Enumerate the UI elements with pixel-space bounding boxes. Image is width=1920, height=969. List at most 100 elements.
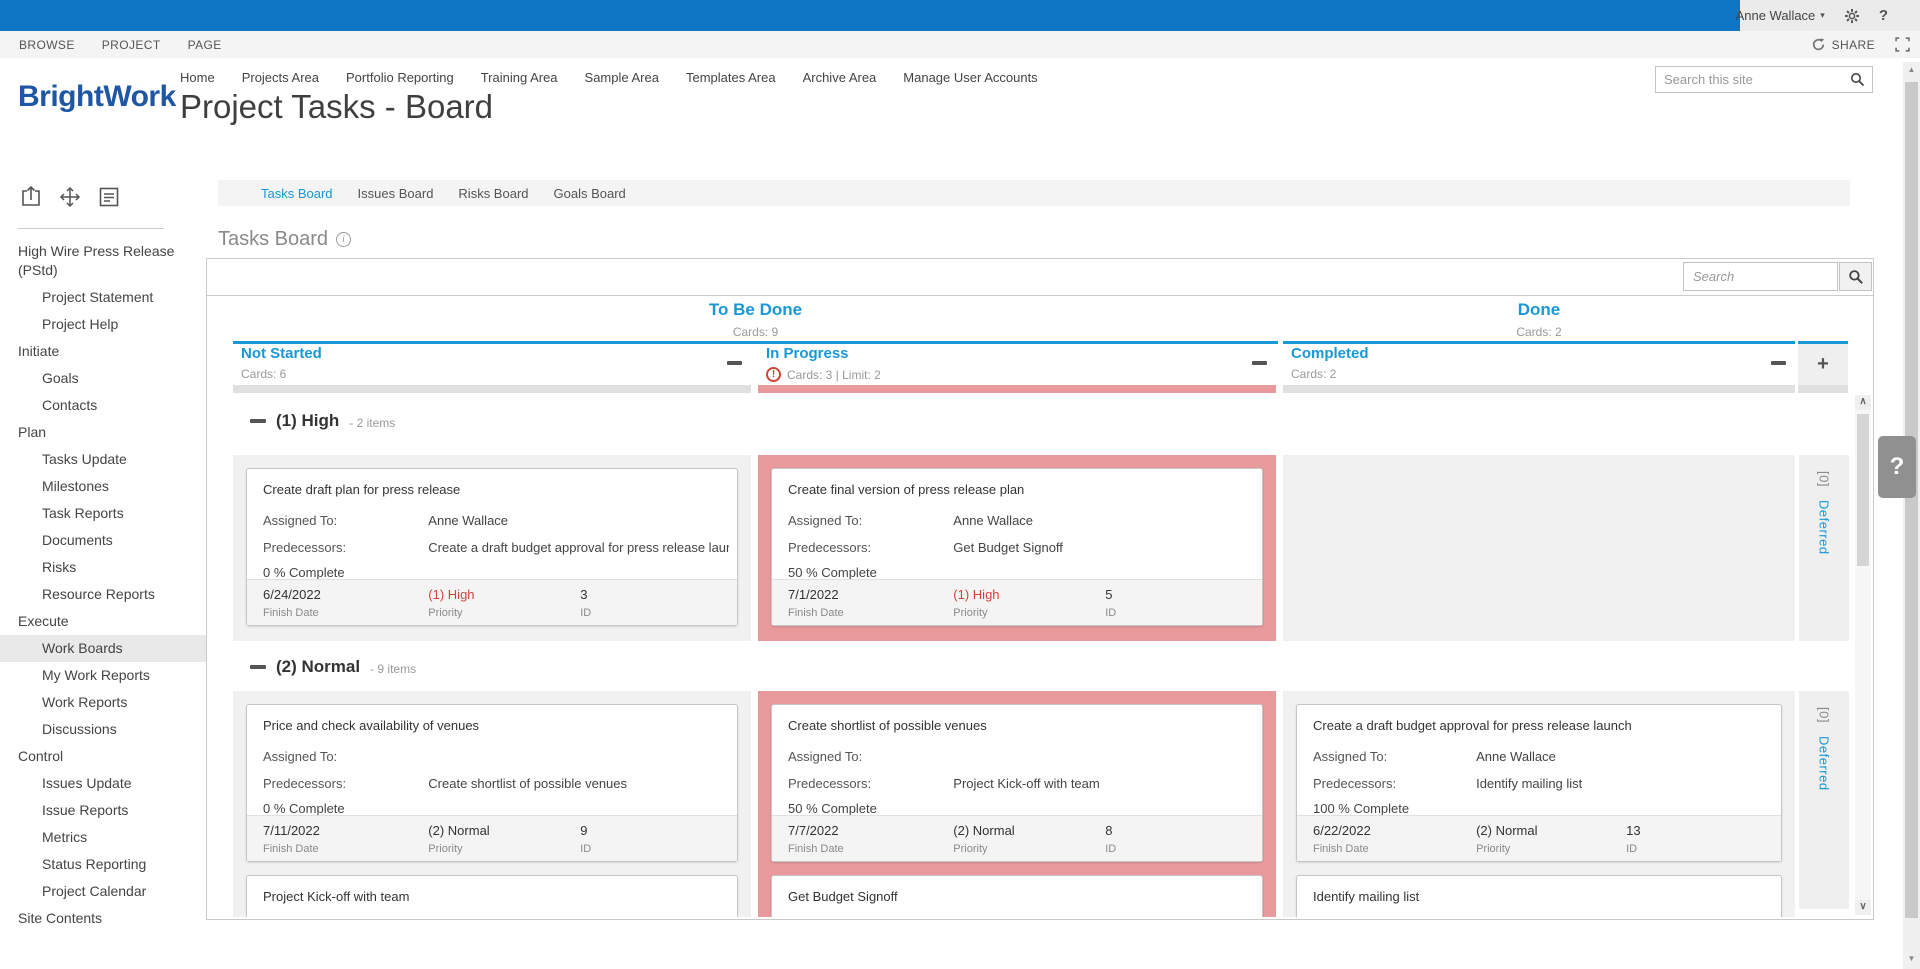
sidebar-item[interactable]: Risks [42, 559, 77, 575]
sidebar-item[interactable]: Plan [18, 424, 47, 440]
sidebar-item[interactable]: Work Boards [0, 635, 206, 662]
task-card[interactable]: Create final version of press release pl… [771, 468, 1263, 626]
edit-links-button[interactable] [96, 184, 122, 210]
top-nav-link[interactable]: Manage User Accounts [903, 70, 1038, 85]
top-nav-link[interactable]: Projects Area [241, 70, 320, 85]
finish-date-label: Finish Date [263, 843, 319, 855]
finish-date-value: 7/11/2022 [263, 823, 320, 838]
collapse-column-button[interactable] [1252, 361, 1267, 365]
scroll-up-arrow[interactable]: ∧ [1855, 395, 1871, 410]
scrollbar-thumb[interactable] [1857, 414, 1869, 566]
top-nav-link[interactable]: Templates Area [685, 70, 776, 85]
predecessors-label: Predecessors: [263, 776, 347, 791]
suite-bar-right: Anne Wallace ▾ ? [1736, 0, 1920, 31]
site-search [1655, 66, 1873, 93]
page-scrollbar[interactable]: ▲ ▼ [1903, 62, 1920, 969]
scroll-down-arrow[interactable]: ∨ [1855, 900, 1871, 915]
top-nav-link[interactable]: Portfolio Reporting [346, 70, 454, 85]
collapse-column-button[interactable] [727, 361, 742, 365]
board-tab[interactable]: Risks Board [458, 185, 529, 201]
column-cards-count: Cards: 2 [1291, 367, 1337, 381]
task-card[interactable]: Price and check availability of venues A… [246, 704, 738, 862]
group-title[interactable]: To Be Done [708, 300, 803, 319]
task-card[interactable]: Get Budget Signoff Assigned To: Predeces… [771, 875, 1263, 917]
column-title[interactable]: In Progress [766, 345, 849, 362]
top-nav-link[interactable]: Home [180, 70, 215, 85]
board-search-button[interactable] [1839, 262, 1872, 291]
scroll-down-arrow[interactable]: ▼ [1907, 954, 1916, 963]
scroll-up-arrow[interactable]: ▲ [1907, 65, 1916, 74]
collapse-lane-button[interactable] [250, 419, 266, 423]
collapse-column-button[interactable] [1771, 361, 1786, 365]
deferred-column-label[interactable]: [0] Deferred [1817, 691, 1832, 909]
site-search-button[interactable] [1850, 72, 1872, 87]
sidebar-item[interactable]: Goals [42, 370, 79, 386]
task-card[interactable]: Create shortlist of possible venues Assi… [771, 704, 1263, 862]
scrollbar-thumb[interactable] [1905, 82, 1918, 918]
sidebar-item[interactable]: Issues Update [42, 775, 132, 791]
search-icon [1848, 269, 1863, 284]
column-title[interactable]: Completed [1291, 345, 1369, 362]
task-card[interactable]: Create a draft budget approval for press… [1296, 704, 1782, 862]
sidebar-item[interactable]: Documents [42, 532, 113, 548]
group-title[interactable]: Done [1517, 300, 1561, 319]
ribbon-tab[interactable]: PROJECT [101, 37, 161, 52]
id-label: ID [1105, 607, 1117, 619]
ribbon-right: SHARE [1811, 31, 1910, 58]
share-button[interactable]: SHARE [1811, 37, 1875, 52]
column-title[interactable]: Not Started [241, 345, 322, 362]
sidebar-item[interactable]: Issue Reports [42, 802, 129, 818]
deferred-column-label[interactable]: [0] Deferred [1817, 455, 1832, 641]
sidebar-item[interactable]: Project Calendar [42, 883, 147, 899]
sidebar-item[interactable]: Metrics [42, 829, 88, 845]
top-nav-link[interactable]: Archive Area [802, 70, 877, 85]
sidebar-item[interactable]: Project Statement [42, 289, 154, 305]
sidebar-item[interactable]: Resource Reports [42, 586, 155, 602]
board-tab[interactable]: Tasks Board [261, 185, 333, 201]
sidebar-item[interactable]: Site Contents [18, 910, 103, 926]
sidebar-item[interactable]: Contacts [42, 397, 98, 413]
task-card[interactable]: Create draft plan for press release Assi… [246, 468, 738, 626]
move-button[interactable] [57, 184, 83, 210]
focus-mode-button[interactable] [1895, 37, 1910, 52]
column-status-bar [1798, 385, 1848, 393]
top-nav-link[interactable]: Training Area [480, 70, 558, 85]
ribbon-tab[interactable]: PAGE [187, 37, 222, 52]
lane-cell-deferred[interactable]: [0] Deferred [1799, 691, 1849, 909]
priority-value: (1) High [953, 587, 1000, 602]
info-icon[interactable]: i [336, 232, 352, 247]
sidebar-item[interactable]: Task Reports [42, 505, 124, 521]
site-search-input[interactable] [1656, 72, 1850, 87]
help-button[interactable]: ? [1878, 7, 1888, 24]
help-tab-button[interactable]: ? [1878, 436, 1916, 498]
promote-button[interactable] [18, 184, 44, 210]
add-column-button[interactable]: + [1798, 344, 1848, 385]
card-footer: 7/11/2022 (2) Normal 9 Finish Date Prior… [247, 815, 737, 861]
board-search-input[interactable] [1683, 262, 1838, 291]
task-card[interactable]: Identify mailing list Assigned To: Prede… [1296, 875, 1782, 917]
sidebar-item[interactable]: Project Help [42, 316, 119, 332]
task-card[interactable]: Project Kick-off with team Assigned To: … [246, 875, 738, 917]
ribbon-tab[interactable]: BROWSE [19, 37, 75, 52]
deferred-label: Deferred [1816, 500, 1832, 555]
sidebar-item[interactable]: Work Reports [42, 694, 128, 710]
collapse-lane-button[interactable] [250, 665, 266, 669]
sidebar-item[interactable]: Status Reporting [42, 856, 147, 872]
sidebar-item[interactable]: Execute [18, 613, 69, 629]
lane-cell-in-progress: Create shortlist of possible venues Assi… [758, 691, 1276, 917]
settings-gear-button[interactable] [1844, 8, 1860, 24]
sidebar-item[interactable]: Initiate [18, 343, 60, 359]
board-tab[interactable]: Goals Board [553, 185, 626, 201]
user-menu[interactable]: Anne Wallace ▾ [1736, 8, 1825, 23]
sidebar-item[interactable]: Milestones [42, 478, 109, 494]
sidebar-item[interactable]: My Work Reports [42, 667, 150, 683]
board-scrollbar[interactable]: ∧ ∨ [1855, 395, 1871, 915]
board-tab[interactable]: Issues Board [357, 185, 434, 201]
assigned-to-value: Anne Wallace [428, 513, 509, 528]
sidebar-item[interactable]: Control [18, 748, 64, 764]
sidebar-item[interactable]: Tasks Update [42, 451, 127, 467]
sidebar-item[interactable]: Discussions [42, 721, 117, 737]
sidebar-item[interactable]: High Wire Press Release (PStd) [18, 243, 175, 278]
lane-cell-deferred[interactable]: [0] Deferred [1799, 455, 1849, 641]
top-nav-link[interactable]: Sample Area [584, 70, 659, 85]
